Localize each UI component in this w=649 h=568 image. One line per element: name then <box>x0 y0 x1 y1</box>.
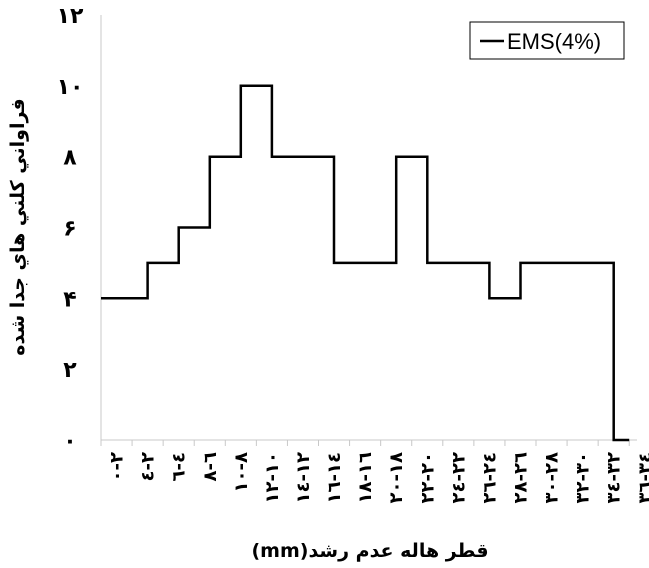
x-tick-label: ٢-٠ <box>107 452 128 481</box>
y-tick-label: ٠ <box>63 429 76 454</box>
y-tick-label: ٨ <box>63 146 77 171</box>
x-ticks: ٢-٠ ٢-٤ ٤-٦ ٦-٨ ٨-١٠ ١٠-١٢ ١٢-١٤ ١٤-١٦ ١٦-١٨ ١٨-٢… <box>100 440 649 503</box>
x-tick-label: ٣٤-٣٦ <box>635 452 649 503</box>
x-tick-label: ٢٢-٢٤ <box>448 452 469 503</box>
x-axis: ٢-٠ ٢-٤ ٤-٦ ٦-٨ ٨-١٠ ١٠-١٢ ١٢-١٤ ١٤-١٦ ١٦-١٨ ١٨-٢… <box>100 439 649 503</box>
legend-label: EMS(4%) <box>507 29 601 54</box>
x-axis-title: قطر هاله عدم رشد(mm) <box>251 540 488 562</box>
x-tick-label: ١٢-١٤ <box>293 452 314 503</box>
x-tick-label: ١٠-١٢ <box>262 452 283 503</box>
x-tick-label: ٣٢-٣٤ <box>604 452 625 503</box>
x-tick-label: ٢٤-٢٦ <box>479 452 500 503</box>
legend: EMS(4%) <box>469 21 625 60</box>
x-tick-label: ١٤-١٦ <box>324 452 345 503</box>
y-axis: ٠ ٢ ۴ ۶ ٨ ١٠ ١٢ <box>57 4 102 454</box>
y-ticks: ٠ ٢ ۴ ۶ ٨ ١٠ ١٢ <box>57 4 84 454</box>
y-tick-label: ١٠ <box>57 75 84 100</box>
series-line <box>101 84 630 442</box>
x-tick-label: ٢-٤ <box>138 452 159 481</box>
x-tick-label: ٤-٦ <box>169 452 190 481</box>
x-tick-label: ٨-١٠ <box>231 452 252 492</box>
x-tick-label: ٦-٨ <box>200 452 221 481</box>
x-tick-label: ٢٨-٣٠ <box>542 452 563 503</box>
x-tick-label: ١٨-٢٠ <box>386 452 407 503</box>
x-tick-label: ٢٠-٢٢ <box>417 452 438 503</box>
y-tick-label: ۴ <box>63 287 76 312</box>
x-tick-label: ٣٠-٣٢ <box>573 452 594 503</box>
x-tick-label: ٢٦-٢٨ <box>510 452 531 503</box>
x-tick-label: ١٦-١٨ <box>355 452 376 503</box>
y-tick-label: ١٢ <box>57 4 84 29</box>
series-layer <box>101 84 630 442</box>
y-tick-label: ٢ <box>63 358 77 383</box>
y-tick-label: ۶ <box>63 217 76 242</box>
y-axis-title: فراواني كلني هاي جدا شده <box>7 98 30 355</box>
